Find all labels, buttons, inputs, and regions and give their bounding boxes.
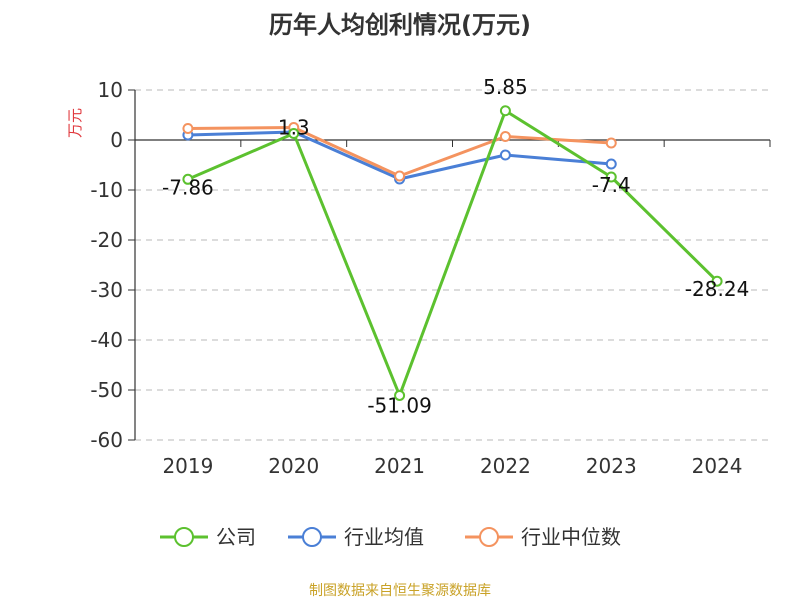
legend-marker [302,527,322,547]
series-point-2 [605,158,617,170]
legend-marker [479,527,499,547]
x-tick-label: 2019 [162,454,213,478]
y-tick-label: -60 [90,428,123,452]
series-point-1 [605,171,617,183]
legend-item-1[interactable]: 公司 [160,525,256,549]
series-point-3 [182,123,194,134]
x-tick-label: 2020 [268,454,319,478]
legend-label: 行业中位数 [521,525,621,549]
data-label: -7.4 [592,173,631,197]
data-label: -7.86 [162,175,214,199]
series-point-2 [499,149,511,161]
y-tick-label: 10 [98,78,123,102]
legend-item-3[interactable]: 行业中位数 [465,525,621,549]
series-point-3 [605,137,617,149]
y-tick-label: -20 [90,228,123,252]
x-tick-label: 2022 [480,454,531,478]
series-point-1 [499,105,511,117]
series-layer [182,105,723,401]
y-tick-label: -30 [90,278,123,302]
legend-item-2[interactable]: 行业均值 [288,525,424,549]
data-labels: -7.86 1.3 -51.09 5.85 -7.4 -28.24 [162,75,749,418]
legend-label: 公司 [216,525,256,549]
data-label: 1.3 [278,116,310,140]
source-note: 制图数据来自恒生聚源数据库 [309,583,491,599]
y-tick-label: 0 [110,128,123,152]
series-point-3 [499,131,511,142]
y-tick-label: -50 [90,378,123,402]
series-point-1 [288,128,300,139]
series-point-1 [711,275,723,287]
gridlines [135,89,770,441]
y-tick-label: -40 [90,328,123,352]
series-point-3 [394,170,406,182]
series-point-1 [182,173,194,185]
legend-label: 行业均值 [344,525,424,549]
series-point-1 [394,389,406,401]
y-axis-label: 万元 [66,108,84,138]
data-label: -51.09 [367,393,431,417]
axes: 10 0 -10 -20 -30 -40 -50 -60 2019 2020 2021 2022 202… [90,78,771,478]
data-label: -28.24 [685,277,749,301]
x-tick-label: 2024 [692,454,743,478]
x-tick-label: 2021 [374,454,425,478]
series-line-1 [187,109,719,397]
legend[interactable]: 公司 行业均值 行业中位数 [160,525,621,549]
legend-marker [174,527,194,547]
x-tick-label: 2023 [586,454,637,478]
y-tick-label: -10 [90,178,123,202]
data-label: 5.85 [483,75,528,99]
chart-title: 历年人均创利情况(万元) [269,11,531,39]
